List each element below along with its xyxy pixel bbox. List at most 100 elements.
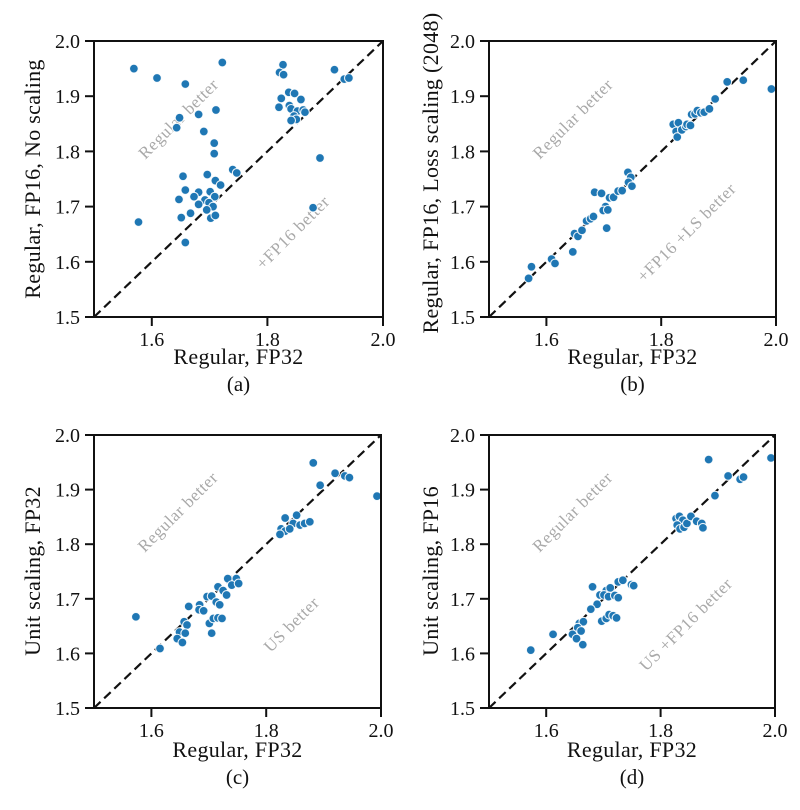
plot-annotation: Regular better [529,75,617,163]
data-point [329,64,340,75]
panel-caption-a: (a) [226,372,251,396]
y-tick-label: 1.8 [450,141,475,163]
data-point [343,73,354,83]
data-point [587,581,598,592]
data-point [330,468,341,479]
data-point [133,217,144,228]
data-point [596,188,607,199]
data-point [611,612,622,623]
identity-line [93,434,382,709]
data-point [576,626,587,636]
y-tick-label: 1.8 [450,534,475,556]
data-point [525,645,536,656]
data-point [617,575,628,586]
y-tick-label: 1.5 [450,307,475,329]
y-tick-label: 1.8 [55,534,80,556]
data-point [722,76,733,87]
data-point [174,112,185,123]
data-point [280,513,291,523]
y-tick-label: 1.6 [55,252,80,274]
x-tick-label: 2.0 [764,329,789,351]
data-point [578,616,589,627]
y-tick-label: 2.0 [55,31,80,53]
y-axis-label-a: Regular, FP16, No scaling [20,59,45,299]
x-tick-label: 1.6 [139,720,164,742]
data-point [274,102,284,113]
panel-d: Regular better US +FP16 better 1.6 1.8 2.0 1.… [400,405,800,810]
data-point [588,211,599,222]
data-point [206,628,217,639]
data-point [295,94,306,105]
data-point [209,191,220,202]
data-point [315,480,326,491]
y-tick-label: 2.0 [450,425,475,447]
plot-annotation: US +FP16 better [636,574,737,675]
data-point [523,273,534,284]
data-point [710,94,721,104]
data-point [201,204,212,215]
data-point [171,122,182,133]
data-point [291,510,302,521]
data-point [231,167,242,178]
x-tick-label: 1.6 [534,720,559,742]
panel-caption-c: (c) [225,765,250,789]
data-point [585,604,596,615]
data-point [180,185,191,195]
axes-spines [488,434,776,709]
data-point [626,181,637,192]
x-tick-label: 1.8 [254,720,279,742]
y-tick-label: 1.6 [450,643,475,665]
data-point [214,599,225,610]
data-point [198,126,209,137]
panel-a: Regular better +FP16 better 1.6 1.8 2.0 1.5 1.… [0,0,400,405]
data-point [286,115,297,126]
plot-annotation: Regular better [134,468,222,556]
data-point [602,204,613,215]
data-point [289,88,300,99]
data-point [766,84,777,94]
data-point [189,191,199,202]
x-axis-label-c: Regular, FP32 [172,737,303,762]
data-point [180,628,191,639]
panel-b: Regular better +FP16 +LS better 1.6 1.8 2.0 1… [400,0,800,405]
data-point [180,79,191,90]
y-axis-label-c: Unit scaling, FP32 [20,486,45,656]
panel-caption-d: (d) [619,765,645,789]
y-axis-label-d: Unit scaling, FP16 [418,486,443,656]
data-point [344,472,355,483]
data-point [628,580,639,591]
data-point [577,639,588,650]
x-axis-label-b: Regular, FP32 [567,344,698,369]
axes-spines [93,434,382,709]
y-tick-label: 1.9 [450,480,475,502]
data-point [221,590,232,600]
data-point [155,643,165,654]
y-tick-label: 1.7 [55,589,80,611]
data-point [193,109,204,120]
data-point [709,490,720,501]
data-point [577,225,587,236]
x-axis-label-a: Regular, FP32 [173,344,304,369]
data-point [182,620,192,630]
plot-annotation: US better [260,593,323,656]
x-axis-label-d: Regular, FP32 [566,737,698,762]
y-tick-label: 2.0 [55,425,80,447]
data-point [672,132,683,142]
y-tick-label: 1.7 [55,197,80,219]
plot-annotation: +FP16 better [252,192,333,273]
data-point [211,105,221,115]
y-tick-label: 1.6 [55,643,80,665]
data-point [704,103,715,114]
data-point [723,470,734,481]
x-tick-label: 1.8 [649,329,674,351]
data-point [738,75,749,86]
data-point [130,611,141,622]
y-tick-label: 1.7 [450,589,475,611]
panel-caption-b: (b) [620,372,645,396]
plot-annotation: Regular better [529,468,617,556]
data-point [548,629,559,640]
y-tick-label: 1.5 [450,698,475,720]
data-point [308,202,319,213]
y-tick-label: 2.0 [450,31,475,53]
